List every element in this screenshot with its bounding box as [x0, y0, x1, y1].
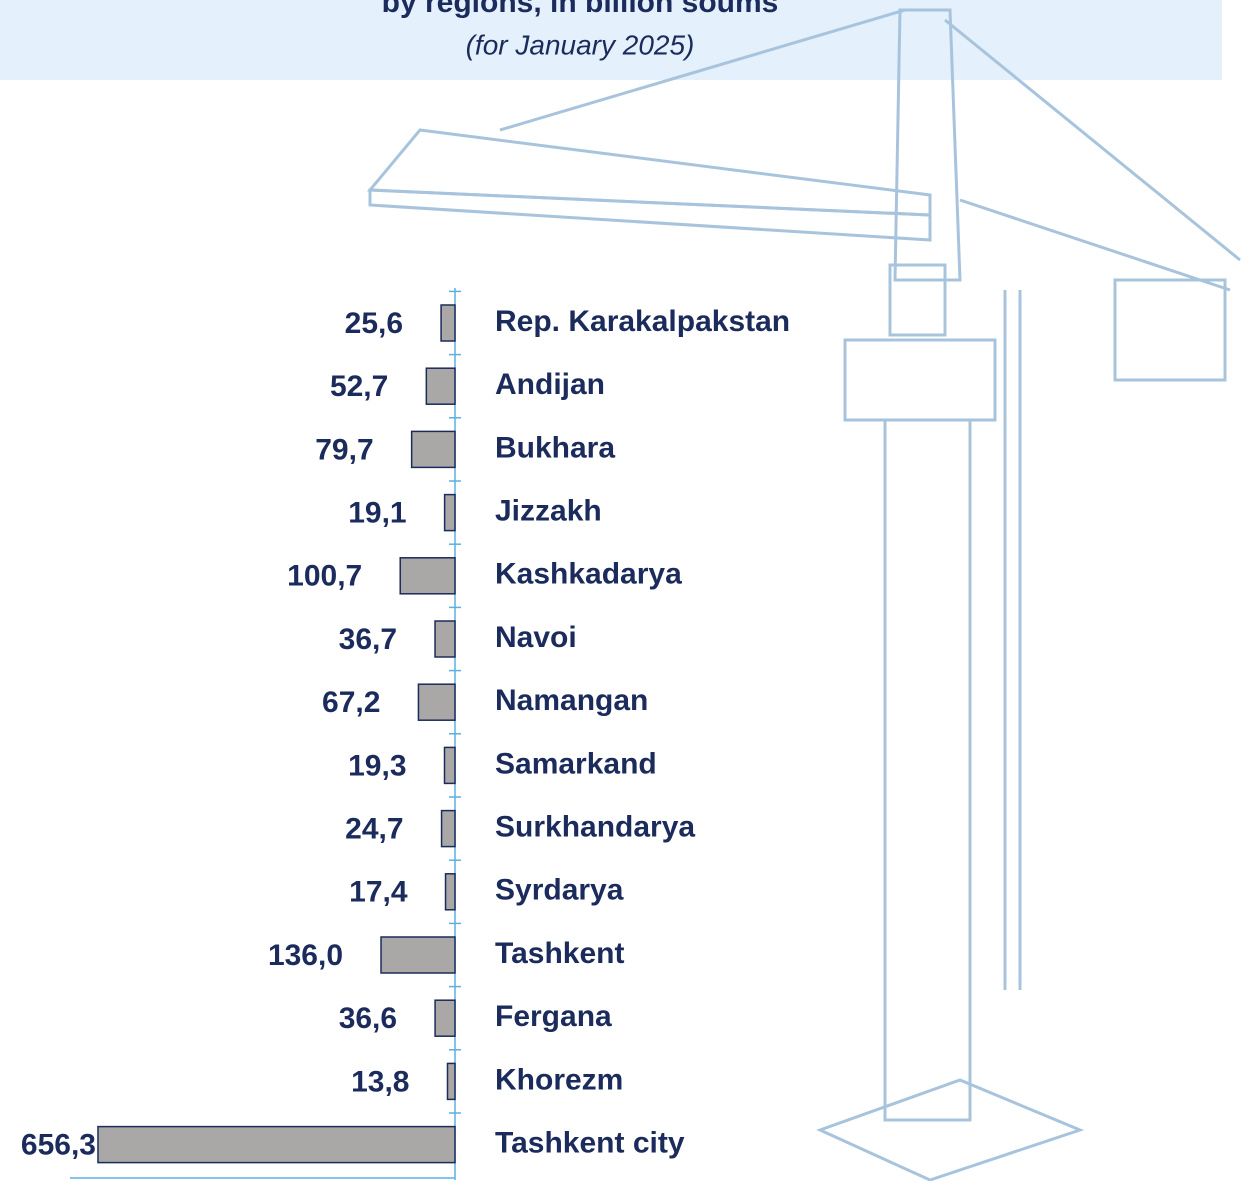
bar — [445, 747, 455, 783]
value-label: 19,3 — [348, 749, 406, 782]
bar — [447, 1063, 455, 1099]
value-label: 24,7 — [345, 813, 403, 846]
value-label: 36,7 — [339, 623, 397, 656]
value-label: 67,2 — [322, 686, 380, 719]
category-label: Fergana — [495, 1000, 612, 1033]
value-label: 17,4 — [349, 876, 408, 909]
category-label: Syrdarya — [495, 874, 624, 907]
category-label: Andijan — [495, 368, 605, 401]
category-label: Jizzakh — [495, 495, 602, 528]
category-label: Samarkand — [495, 747, 657, 780]
bar — [435, 621, 455, 657]
value-label: 52,7 — [330, 370, 388, 403]
value-label: 79,7 — [315, 433, 373, 466]
bar — [418, 684, 455, 720]
value-label: 13,8 — [351, 1065, 409, 1098]
bar — [435, 1000, 455, 1036]
bar — [442, 811, 455, 847]
category-label: Namangan — [495, 684, 648, 717]
category-label: Tashkent — [495, 937, 624, 970]
bar — [441, 305, 455, 341]
category-label: Kashkadarya — [495, 558, 682, 591]
category-label: Khorezm — [495, 1063, 623, 1096]
bar — [412, 431, 455, 467]
bar — [381, 937, 455, 973]
category-label: Rep. Karakalpakstan — [495, 305, 790, 338]
category-label: Tashkent city — [495, 1127, 685, 1160]
bar — [98, 1127, 455, 1163]
bar — [445, 495, 455, 531]
value-label: 136,0 — [268, 939, 343, 972]
chart-title: by regions, in billion soums — [382, 0, 779, 19]
chart: by regions, in billion soums (for Januar… — [0, 0, 1251, 1181]
bar — [446, 874, 455, 910]
category-label: Navoi — [495, 621, 577, 654]
value-label: 25,6 — [345, 307, 403, 340]
category-label: Surkhandarya — [495, 811, 695, 844]
value-label: 19,1 — [348, 497, 406, 530]
value-label: 656,3 — [21, 1129, 96, 1162]
chart-subtitle: (for January 2025) — [466, 29, 695, 60]
category-label: Bukhara — [495, 431, 615, 464]
bar — [400, 558, 455, 594]
value-label: 36,6 — [339, 1002, 397, 1035]
value-label: 100,7 — [287, 560, 362, 593]
bar — [426, 368, 455, 404]
